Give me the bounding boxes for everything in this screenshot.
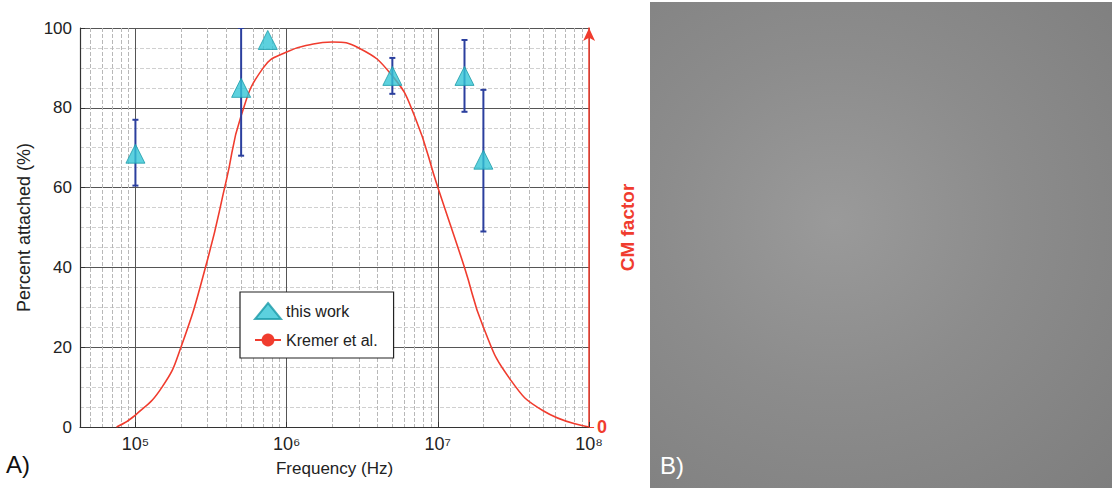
svg-text:20: 20 (53, 338, 72, 357)
svg-text:80: 80 (53, 98, 72, 117)
svg-text:Frequency (Hz): Frequency (Hz) (276, 459, 393, 478)
svg-text:Kremer et al.: Kremer et al. (286, 332, 378, 349)
svg-text:10⁸: 10⁸ (575, 434, 603, 454)
svg-text:0: 0 (63, 418, 72, 437)
svg-text:A): A) (6, 451, 30, 478)
svg-text:10⁶: 10⁶ (273, 434, 300, 454)
svg-text:CM factor: CM factor (617, 183, 638, 271)
svg-text:60: 60 (53, 178, 72, 197)
svg-text:100: 100 (44, 19, 72, 38)
svg-text:Percent attached (%): Percent attached (%) (14, 143, 34, 312)
svg-text:0: 0 (597, 417, 608, 437)
svg-text:10⁵: 10⁵ (122, 434, 149, 454)
svg-text:this work: this work (286, 303, 350, 320)
html-text:B): B) (660, 452, 684, 479)
svg-text:40: 40 (53, 258, 72, 277)
svg-text:10⁷: 10⁷ (425, 434, 452, 454)
